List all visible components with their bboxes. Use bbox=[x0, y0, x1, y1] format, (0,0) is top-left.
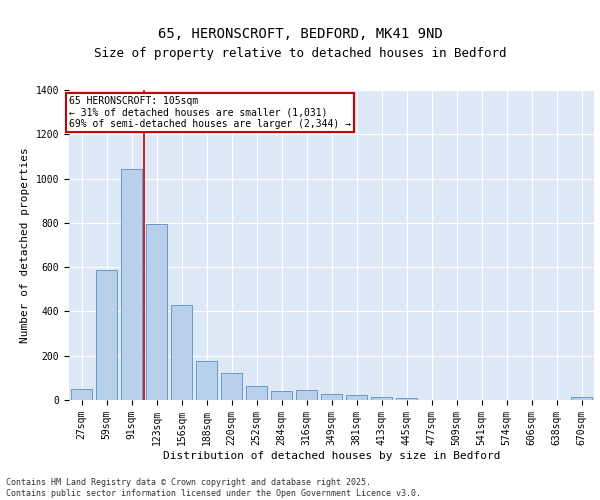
X-axis label: Distribution of detached houses by size in Bedford: Distribution of detached houses by size … bbox=[163, 450, 500, 460]
Bar bbox=[271, 390, 292, 400]
Y-axis label: Number of detached properties: Number of detached properties bbox=[20, 147, 30, 343]
Bar bbox=[121, 168, 142, 400]
Text: Size of property relative to detached houses in Bedford: Size of property relative to detached ho… bbox=[94, 48, 506, 60]
Bar bbox=[196, 360, 217, 400]
Bar bbox=[321, 394, 342, 400]
Bar bbox=[396, 398, 417, 400]
Bar bbox=[571, 398, 592, 400]
Bar bbox=[96, 270, 117, 400]
Text: 65 HERONSCROFT: 105sqm
← 31% of detached houses are smaller (1,031)
69% of semi-: 65 HERONSCROFT: 105sqm ← 31% of detached… bbox=[69, 96, 351, 130]
Bar bbox=[246, 386, 267, 400]
Bar bbox=[346, 395, 367, 400]
Text: Contains HM Land Registry data © Crown copyright and database right 2025.
Contai: Contains HM Land Registry data © Crown c… bbox=[6, 478, 421, 498]
Bar bbox=[296, 390, 317, 400]
Bar bbox=[221, 374, 242, 400]
Bar bbox=[371, 396, 392, 400]
Bar bbox=[146, 224, 167, 400]
Bar bbox=[71, 390, 92, 400]
Bar bbox=[171, 305, 192, 400]
Text: 65, HERONSCROFT, BEDFORD, MK41 9ND: 65, HERONSCROFT, BEDFORD, MK41 9ND bbox=[158, 28, 442, 42]
